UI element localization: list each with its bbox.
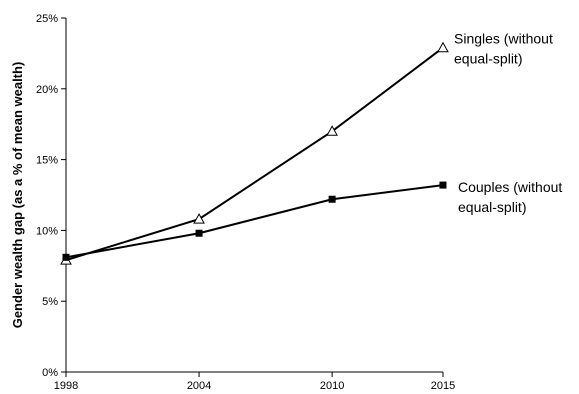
series-line xyxy=(65,184,444,259)
data-point-square xyxy=(439,181,447,189)
y-tick-label: 0% xyxy=(42,367,58,379)
data-point-triangle xyxy=(326,125,338,136)
x-tick-label: 2015 xyxy=(431,380,455,392)
data-point-square xyxy=(195,229,203,237)
series-line xyxy=(65,46,444,262)
x-tick-label: 1998 xyxy=(54,380,78,392)
series-labels: Singles (without equal-split) Couples (wi… xyxy=(454,31,562,215)
data-point-triangle xyxy=(437,41,449,53)
series-label: equal-split) xyxy=(458,199,526,215)
series-label: equal-split) xyxy=(454,51,522,67)
series-label: Singles (without xyxy=(454,31,553,47)
y-tick-label: 10% xyxy=(36,225,58,237)
data-point-triangle xyxy=(193,213,205,224)
data-point-square xyxy=(328,195,336,203)
x-tick-label: 2004 xyxy=(187,380,211,392)
y-axis-title: Gender wealth gap (as a % of mean wealth… xyxy=(10,62,25,329)
y-axis: 0% 5% 10% 15% 20% 25% xyxy=(36,13,67,379)
data-point-square xyxy=(62,253,70,261)
x-tick-label: 2010 xyxy=(320,380,344,392)
x-axis: 1998 2004 2010 2015 xyxy=(54,371,455,392)
y-tick-label: 15% xyxy=(36,155,58,167)
y-tick-label: 5% xyxy=(42,296,58,308)
series-group xyxy=(60,41,449,265)
series-label: Couples (without xyxy=(458,179,562,195)
y-tick-label: 25% xyxy=(36,13,58,25)
y-tick-label: 20% xyxy=(36,84,58,96)
